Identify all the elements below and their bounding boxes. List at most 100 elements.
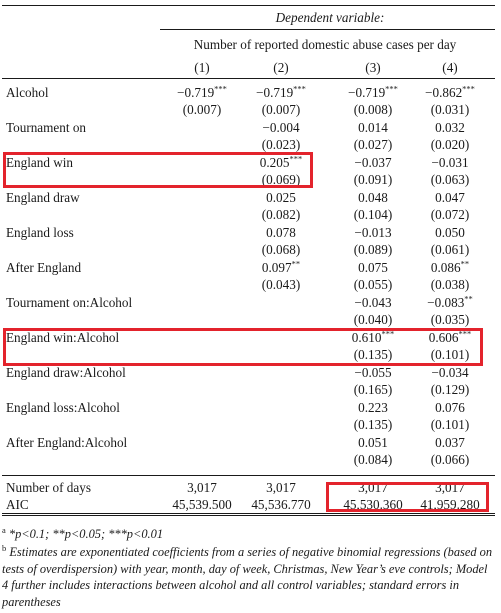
standard-error-cell: (0.043)	[261, 277, 301, 292]
coefficient-value: 0.610	[351, 330, 382, 345]
coefficient-value: 0.606	[428, 330, 459, 345]
stat-label: AIC	[6, 497, 29, 512]
coefficient-value: −0.031	[431, 155, 469, 170]
coefficient-cell: 0.051	[358, 435, 388, 450]
significance-stars: ***	[381, 328, 395, 339]
coefficient-value: −0.719	[348, 85, 386, 100]
standard-error-cell: (0.061)	[430, 242, 470, 257]
stat-value: 41,959.280	[420, 497, 480, 512]
standard-error-cell: (0.027)	[353, 137, 393, 152]
coefficient-value: −0.004	[262, 120, 300, 135]
coefficient-cell: −0.083**	[427, 294, 473, 310]
stat-value: 45,530.360	[343, 497, 403, 512]
standard-error-cell: (0.035)	[430, 312, 470, 327]
row-label: England win	[6, 155, 74, 170]
column-header-2: (2)	[273, 60, 289, 75]
coefficient-value: 0.050	[435, 225, 465, 240]
coefficient-value: 0.205	[259, 155, 290, 170]
coefficient-value: −0.034	[431, 365, 469, 380]
significance-stars: ***	[289, 153, 303, 164]
outcome-label: Number of reported domestic abuse cases …	[193, 37, 457, 52]
coefficient-value: −0.043	[354, 295, 392, 310]
coefficient-cell: −0.004	[262, 120, 299, 135]
standard-error-cell: (0.038)	[430, 277, 470, 292]
coefficient-value: −0.055	[354, 365, 392, 380]
footnote-text: *p<0.1; **p<0.05; ***p<0.01	[5, 527, 164, 542]
coefficient-value: 0.047	[435, 190, 465, 205]
coefficient-value: 0.223	[358, 400, 388, 415]
standard-error-cell: (0.135)	[353, 347, 393, 362]
coefficient-value: 0.014	[358, 120, 388, 135]
coefficient-value: 0.075	[358, 260, 388, 275]
row-label: Tournament on:Alcohol	[6, 295, 133, 310]
coefficient-cell: −0.055	[354, 365, 391, 380]
coefficient-cell: 0.606***	[428, 328, 472, 345]
column-header-3: (3)	[365, 60, 381, 75]
coefficient-value: −0.719	[256, 85, 294, 100]
coefficient-value: −0.862	[425, 85, 463, 100]
coefficient-cell: 0.078	[266, 225, 296, 240]
dependent-variable-label: Dependent variable:	[275, 10, 385, 25]
significance-stars: ***	[385, 83, 398, 94]
standard-error-cell: (0.068)	[261, 242, 301, 257]
coefficient-value: 0.048	[358, 190, 388, 205]
coefficient-value: 0.078	[266, 225, 296, 240]
coefficient-cell: 0.048	[358, 190, 388, 205]
coefficient-cell: 0.050	[435, 225, 465, 240]
coefficient-cell: −0.719***	[177, 83, 227, 100]
standard-error-cell: (0.101)	[430, 417, 470, 432]
significance-stars: ***	[458, 328, 472, 339]
row-label: Tournament on	[6, 120, 87, 135]
footnote-text: Estimates are exponentiated coefficients…	[2, 545, 493, 609]
header-rule	[2, 78, 495, 79]
coefficient-value: 0.032	[435, 120, 465, 135]
standard-error-cell: (0.031)	[430, 102, 470, 117]
coefficient-cell: 0.032	[435, 120, 465, 135]
coefficient-value: −0.083	[427, 295, 465, 310]
coefficient-cell: −0.862***	[425, 84, 475, 100]
standard-error-cell: (0.023)	[261, 137, 301, 152]
standard-error-cell: (0.082)	[261, 207, 301, 222]
standard-error-cell: (0.104)	[353, 207, 393, 222]
footnote-estimates: b Estimates are exponentiated coefficien…	[2, 540, 496, 610]
standard-error-cell: (0.069)	[261, 172, 301, 187]
standard-error-cell: (0.008)	[353, 102, 393, 117]
row-label: After England	[6, 260, 82, 275]
stat-value: 3,017	[187, 480, 217, 495]
row-label: After England:Alcohol	[6, 435, 128, 450]
coefficient-value: 0.037	[435, 435, 465, 450]
row-label: England win:Alcohol	[6, 330, 120, 345]
standard-error-cell: (0.040)	[353, 312, 393, 327]
row-label: England loss:Alcohol	[6, 400, 120, 415]
significance-stars: ***	[214, 83, 227, 94]
standard-error-cell: (0.055)	[353, 277, 393, 292]
coefficient-cell: 0.037	[435, 435, 465, 450]
standard-error-cell: (0.020)	[430, 137, 470, 152]
dependent-variable-rule	[160, 29, 495, 30]
coefficient-cell: 0.047	[435, 190, 465, 205]
coefficient-value: 0.025	[266, 190, 296, 205]
significance-stars: ***	[293, 83, 306, 94]
stat-value: 3,017	[358, 480, 388, 495]
coefficient-value: −0.719	[177, 85, 215, 100]
standard-error-cell: (0.007)	[182, 102, 222, 117]
row-label: Alcohol	[6, 85, 49, 100]
coefficient-cell: 0.223	[358, 400, 388, 415]
footnote-marker: b	[2, 543, 7, 553]
row-label: England loss	[6, 225, 74, 240]
column-header-1: (1)	[194, 60, 210, 75]
footnote-marker: a	[2, 525, 6, 535]
significance-stars: **	[460, 258, 470, 269]
standard-error-cell: (0.063)	[430, 172, 470, 187]
standard-error-cell: (0.091)	[353, 172, 393, 187]
coefficient-cell: 0.610***	[351, 328, 395, 345]
column-header-4: (4)	[442, 60, 458, 75]
footnote-significance: a *p<0.1; **p<0.05; ***p<0.01	[2, 522, 496, 543]
standard-error-cell: (0.072)	[430, 207, 470, 222]
coefficient-cell: 0.076	[435, 400, 465, 415]
coefficient-cell: −0.719***	[348, 83, 398, 100]
coefficient-cell: −0.034	[431, 365, 468, 380]
stat-value: 3,017	[266, 480, 296, 495]
coefficient-value: 0.086	[430, 260, 461, 275]
